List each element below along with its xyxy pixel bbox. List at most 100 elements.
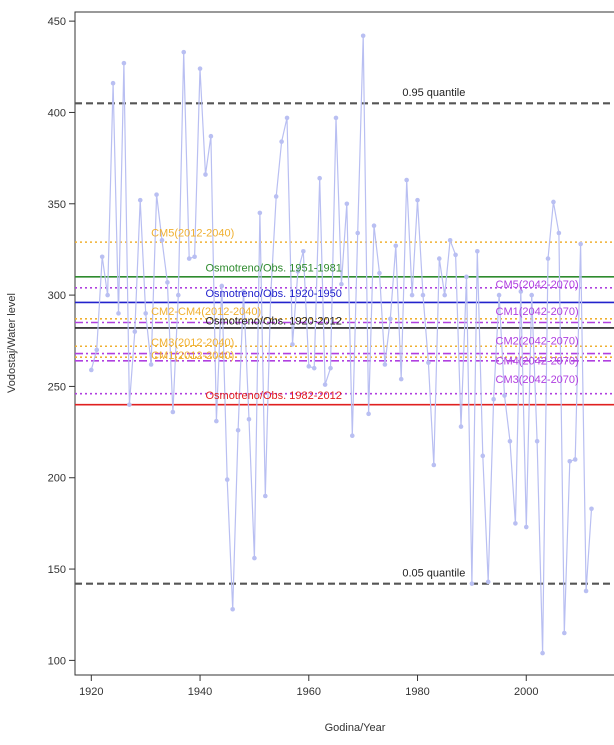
data-point (235, 427, 241, 433)
reference-lines (75, 102, 614, 585)
reference-label: CM3(2012-2040) (151, 337, 234, 349)
reference-label: CM1(2042-2070) (496, 306, 579, 318)
reference-label: Osmotreno/Obs. 1951-1981 (205, 262, 341, 274)
data-point (328, 365, 333, 371)
data-point (491, 396, 496, 402)
data-point (388, 316, 393, 322)
data-point (344, 201, 350, 207)
x-tick-label: 1960 (297, 686, 321, 698)
y-tick-label: 150 (48, 564, 66, 576)
data-point (284, 115, 290, 121)
data-point (203, 172, 208, 177)
data-point (458, 424, 464, 429)
data-point (398, 376, 404, 382)
data-point (562, 630, 567, 636)
data-point (523, 524, 529, 530)
x-tick-label: 2000 (514, 686, 538, 698)
reference-label: Osmotreno/Obs. 1982-2012 (205, 390, 341, 402)
x-tick-label: 1940 (188, 686, 212, 698)
data-point (496, 292, 502, 298)
data-point (436, 256, 442, 261)
data-point (214, 418, 219, 424)
reference-label: CM5(2012-2040) (151, 228, 234, 240)
data-point (551, 199, 556, 205)
data-point (301, 248, 306, 254)
y-tick-label: 250 (48, 381, 66, 393)
data-point (360, 33, 366, 39)
reference-label: CM5(2042-2070) (496, 279, 579, 291)
data-point (409, 292, 415, 298)
data-point (262, 493, 268, 499)
x-tick-label: 1980 (405, 686, 429, 698)
data-point (186, 256, 192, 261)
reference-label: CM2-CM4(2012-2040) (151, 306, 261, 318)
data-point (279, 139, 284, 144)
reference-label: 0.05 quantile (402, 567, 465, 579)
data-point (333, 115, 339, 121)
data-point (485, 579, 491, 585)
data-point (502, 393, 507, 398)
data-point (241, 289, 246, 294)
data-point (420, 292, 426, 298)
reference-label: Osmotreno/Obs. 1920-2012 (205, 315, 341, 327)
data-point (127, 402, 132, 407)
data-point (583, 588, 589, 594)
reference-label: CM3(2042-2070) (496, 374, 579, 386)
data-point (230, 606, 235, 612)
data-point (589, 506, 594, 512)
data-point (545, 256, 551, 261)
data-point (540, 650, 545, 656)
data-point (252, 555, 257, 561)
data-point (154, 192, 159, 197)
data-point (224, 477, 230, 482)
y-tick-label: 200 (48, 473, 66, 485)
data-point (219, 283, 225, 289)
data-point (110, 80, 116, 86)
data-point (317, 175, 322, 181)
series-points (89, 33, 594, 656)
y-axis-title: Vodostaj/Water level (6, 293, 18, 393)
data-point (306, 364, 312, 369)
data-point (431, 462, 437, 468)
data-point (567, 459, 573, 464)
data-point (99, 254, 105, 260)
reference-label: CM2(2042-2070) (496, 335, 579, 347)
data-point (159, 238, 165, 243)
data-point (116, 311, 121, 316)
data-point (518, 289, 524, 294)
reference-label: Osmotreno/Obs. 1920-1950 (205, 288, 341, 300)
data-point (469, 581, 475, 586)
data-point (513, 521, 518, 526)
data-point (371, 223, 377, 228)
data-point (295, 269, 301, 274)
x-tick-label: 1920 (79, 686, 103, 698)
data-point (572, 457, 578, 462)
data-point (181, 49, 187, 55)
data-point (89, 367, 94, 373)
data-point (355, 230, 361, 236)
data-point (105, 292, 110, 298)
data-point (148, 362, 154, 367)
x-axis: 1920 1940 1960 1980 2000 (79, 675, 539, 698)
data-point (377, 270, 382, 276)
data-point (382, 362, 388, 367)
data-point (268, 292, 274, 298)
y-tick-label: 100 (48, 655, 66, 667)
data-point (94, 347, 100, 353)
data-point (143, 311, 148, 316)
data-point (447, 238, 453, 243)
data-point (529, 292, 534, 298)
data-point (475, 248, 480, 254)
plot-border (74, 11, 614, 676)
data-point (273, 194, 279, 199)
data-point (192, 254, 197, 260)
data-point (176, 292, 181, 298)
data-point (453, 252, 458, 258)
data-point (507, 438, 513, 444)
data-point (121, 60, 127, 66)
data-point (578, 241, 583, 247)
y-tick-label: 350 (48, 199, 66, 211)
data-point (246, 416, 252, 422)
reference-labels: 0.95 quantile CM5(2012-2040) Osmotreno/Obs… (151, 87, 579, 579)
